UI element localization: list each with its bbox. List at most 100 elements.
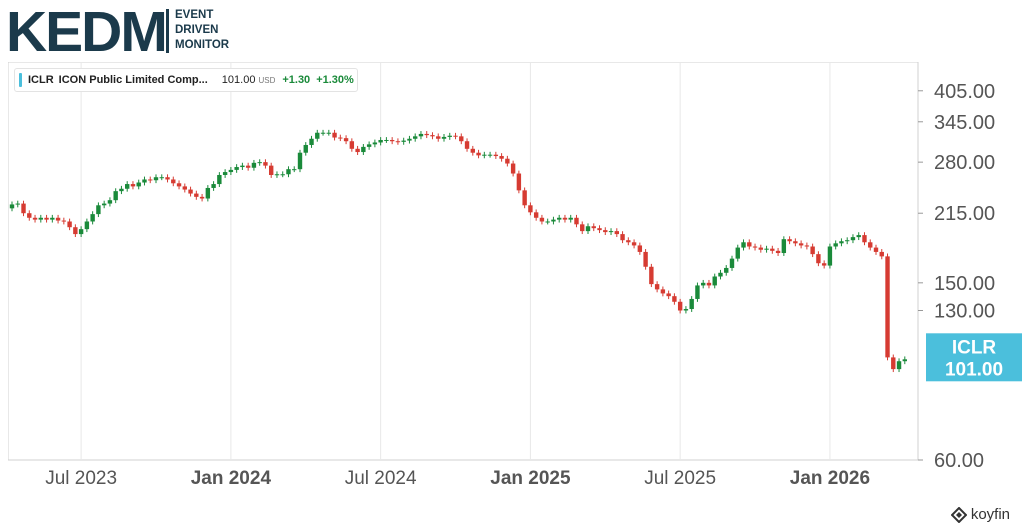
candle-body bbox=[222, 172, 228, 175]
candle-body bbox=[902, 359, 907, 362]
candle-body bbox=[389, 139, 395, 142]
candle-body bbox=[654, 284, 660, 290]
candle-body bbox=[119, 188, 124, 192]
candle-body bbox=[528, 205, 533, 213]
candle-body bbox=[50, 217, 55, 220]
candle-body bbox=[269, 165, 274, 175]
candle-body bbox=[338, 137, 343, 139]
x-tick-label: Jan 2025 bbox=[490, 468, 571, 489]
candle-body bbox=[637, 245, 643, 252]
candle-body bbox=[309, 138, 314, 145]
candles bbox=[9, 129, 907, 373]
candle-body bbox=[21, 203, 26, 214]
candle-body bbox=[125, 184, 130, 189]
x-tick-label: Jul 2025 bbox=[644, 468, 716, 489]
candle-body bbox=[574, 217, 579, 225]
candle-body bbox=[631, 242, 637, 246]
candle-body bbox=[649, 266, 654, 285]
candle-body bbox=[539, 217, 545, 222]
y-axis: 405.00 345.00 280.00 215.00 150.00 130.00 60.0… bbox=[918, 81, 995, 472]
candle-body bbox=[182, 186, 187, 190]
candle-body bbox=[176, 183, 182, 187]
candle-body bbox=[280, 174, 285, 176]
candle-body bbox=[199, 196, 205, 199]
candle-body bbox=[804, 245, 810, 247]
candle-body bbox=[810, 246, 815, 255]
candle-body bbox=[136, 182, 141, 187]
candle-body bbox=[505, 158, 510, 164]
candle-body bbox=[896, 361, 902, 370]
series-color-marker bbox=[19, 73, 22, 87]
brand-name: KEDM bbox=[6, 0, 168, 64]
candle-body bbox=[55, 217, 61, 221]
candle-body bbox=[263, 162, 268, 166]
candle-body bbox=[274, 174, 280, 176]
candle-body bbox=[712, 276, 717, 286]
candle-body bbox=[418, 133, 424, 137]
candle-body bbox=[816, 254, 821, 264]
candle-body bbox=[614, 231, 619, 235]
candle-body bbox=[384, 139, 389, 141]
ticker-symbol: ICLR bbox=[28, 74, 54, 86]
candle-body bbox=[879, 251, 884, 257]
candle-body bbox=[493, 154, 499, 157]
candle-body bbox=[257, 162, 262, 164]
x-tick-label: Jul 2023 bbox=[45, 468, 117, 489]
candle-body bbox=[234, 167, 239, 170]
candle-body bbox=[32, 217, 38, 220]
candle-body bbox=[510, 163, 516, 174]
candle-body bbox=[211, 184, 216, 188]
candle-body bbox=[447, 135, 452, 137]
candle-body bbox=[361, 146, 366, 153]
candle-body bbox=[683, 309, 689, 311]
candle-body bbox=[758, 247, 763, 250]
candle-body bbox=[159, 177, 164, 179]
y-tick-label: 215.00 bbox=[934, 203, 995, 225]
candle-body bbox=[67, 221, 72, 228]
price-chart[interactable]: 405.00 345.00 280.00 215.00 150.00 130.00 60.0… bbox=[8, 62, 1022, 530]
candle-body bbox=[775, 250, 781, 254]
candle-body bbox=[545, 221, 550, 223]
candle-body bbox=[38, 217, 43, 220]
x-tick-label: Jan 2026 bbox=[790, 468, 870, 489]
candle-body bbox=[188, 189, 193, 194]
candle-body bbox=[781, 239, 787, 254]
candle-body bbox=[101, 203, 107, 206]
candle-body bbox=[827, 246, 833, 266]
candle-body bbox=[764, 248, 769, 250]
candle-body bbox=[366, 144, 372, 147]
candle-body bbox=[706, 282, 712, 286]
candle-body bbox=[142, 179, 147, 183]
candle-body bbox=[441, 136, 447, 139]
candle-body bbox=[724, 267, 729, 273]
candle-body bbox=[551, 219, 556, 222]
koyfin-watermark: koyfin bbox=[950, 506, 1010, 523]
candle-body bbox=[568, 217, 573, 220]
ticker-legend[interactable]: ICLR ICON Public Limited Comp... 101.00 … bbox=[14, 68, 358, 92]
candle-body bbox=[516, 173, 522, 191]
candle-body bbox=[453, 135, 458, 137]
candle-body bbox=[464, 141, 470, 149]
y-tick-label: 150.00 bbox=[934, 273, 995, 295]
candle-body bbox=[608, 231, 614, 233]
candle-body bbox=[862, 235, 867, 243]
candle-body bbox=[240, 165, 245, 168]
y-tick-label: 60.00 bbox=[934, 450, 984, 472]
candle-body bbox=[194, 193, 199, 197]
y-tick-label: 405.00 bbox=[934, 81, 995, 103]
x-tick-label: Jul 2024 bbox=[345, 468, 417, 489]
price-badge-value: 101.00 bbox=[945, 359, 1003, 380]
candle-body bbox=[292, 169, 297, 171]
candle-body bbox=[798, 243, 804, 246]
candle-body bbox=[643, 251, 648, 267]
ticker-company-name: ICON Public Limited Comp... bbox=[58, 74, 208, 86]
candle-body bbox=[499, 156, 504, 159]
candle-body bbox=[153, 177, 159, 181]
candle-body bbox=[747, 242, 752, 247]
candle-body bbox=[470, 148, 475, 153]
candle-body bbox=[718, 272, 723, 277]
candle-body bbox=[482, 154, 487, 156]
x-tick-label: Jan 2024 bbox=[191, 468, 272, 489]
candle-body bbox=[165, 177, 170, 180]
